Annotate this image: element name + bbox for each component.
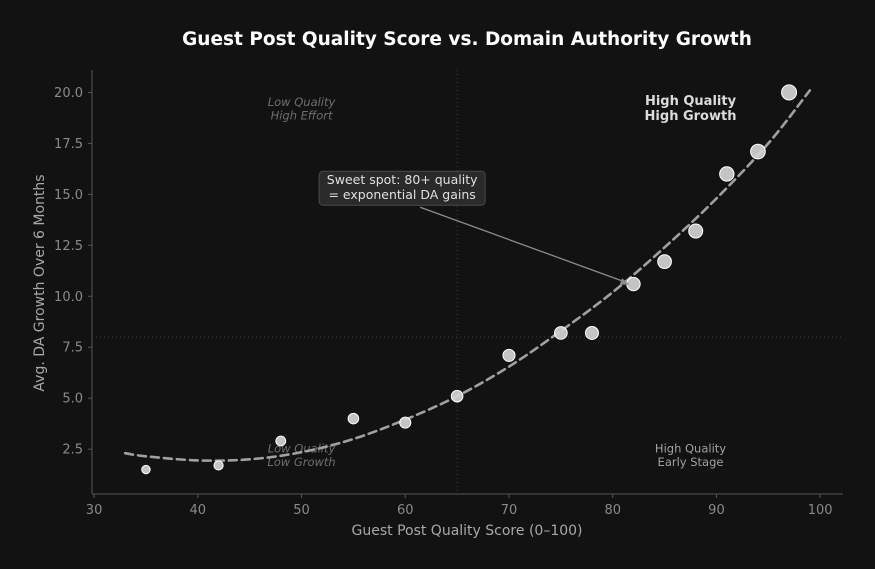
data-point: [450, 389, 464, 403]
y-tick-label: 12.5: [54, 239, 83, 254]
data-point: [141, 464, 151, 475]
quadrant-label-bottom-right: Early Stage: [658, 455, 724, 469]
quadrant-label-bottom-left: Low Growth: [267, 455, 335, 469]
quadrant-label-bottom-left: Low Quality: [268, 442, 336, 456]
data-point: [275, 435, 287, 447]
y-tick-label: 17.5: [54, 137, 83, 152]
x-tick-label: 100: [808, 503, 833, 518]
annotation-box: [318, 170, 486, 206]
data-point: [502, 348, 516, 362]
y-tick-label: 5.0: [62, 392, 83, 407]
quadrant-label-top-right: High Quality: [645, 94, 737, 109]
annotation-arrow: [419, 206, 626, 283]
data-point: [399, 416, 412, 429]
quadrant-label-top-left: Low Quality: [268, 95, 336, 109]
annotation-text: Sweet spot: 80+ quality: [327, 172, 478, 187]
x-tick-label: 80: [604, 503, 621, 518]
y-tick-label: 15.0: [54, 188, 83, 203]
x-tick-label: 60: [397, 503, 414, 518]
x-tick-label: 40: [190, 503, 207, 518]
data-point: [750, 143, 766, 160]
quadrant-label-top-right: High Growth: [645, 109, 737, 124]
annotation-text: = exponential DA gains: [328, 187, 475, 202]
y-tick-label: 20.0: [54, 86, 83, 101]
data-point: [213, 460, 224, 471]
quadrant-label-bottom-right: High Quality: [655, 442, 726, 456]
y-tick-label: 10.0: [54, 290, 83, 305]
trend-line-group: [123, 89, 812, 462]
reference-lines: [92, 70, 843, 494]
x-axis-label: Guest Post Quality Score (0–100): [352, 523, 583, 539]
data-point: [688, 223, 704, 239]
x-tick-label: 50: [293, 503, 310, 518]
data-point: [554, 326, 568, 340]
y-tick-label: 2.5: [62, 443, 83, 458]
data-point: [657, 254, 672, 269]
data-points: [141, 84, 798, 475]
annotation-arrowhead: [619, 278, 630, 285]
axes: 30 40 50 60 70 80 90 100 2.5 5.0 7.5 10.0 12.5 15.0 17…: [54, 70, 843, 518]
x-tick-label: 90: [708, 503, 725, 518]
data-point: [781, 84, 798, 101]
x-tick-label: 30: [86, 503, 103, 518]
y-tick-label: 7.5: [62, 341, 83, 356]
trend-line: [123, 89, 812, 462]
data-point: [584, 325, 599, 340]
data-point: [719, 166, 735, 182]
quadrant-label-top-left: High Effort: [271, 108, 333, 122]
data-point: [347, 412, 360, 425]
chart-title: Guest Post Quality Score vs. Domain Auth…: [182, 29, 752, 50]
y-axis-label: Avg. DA Growth Over 6 Months: [32, 174, 48, 391]
annotation: Sweet spot: 80+ quality= exponential DA …: [318, 170, 630, 285]
x-tick-label: 70: [501, 503, 518, 518]
